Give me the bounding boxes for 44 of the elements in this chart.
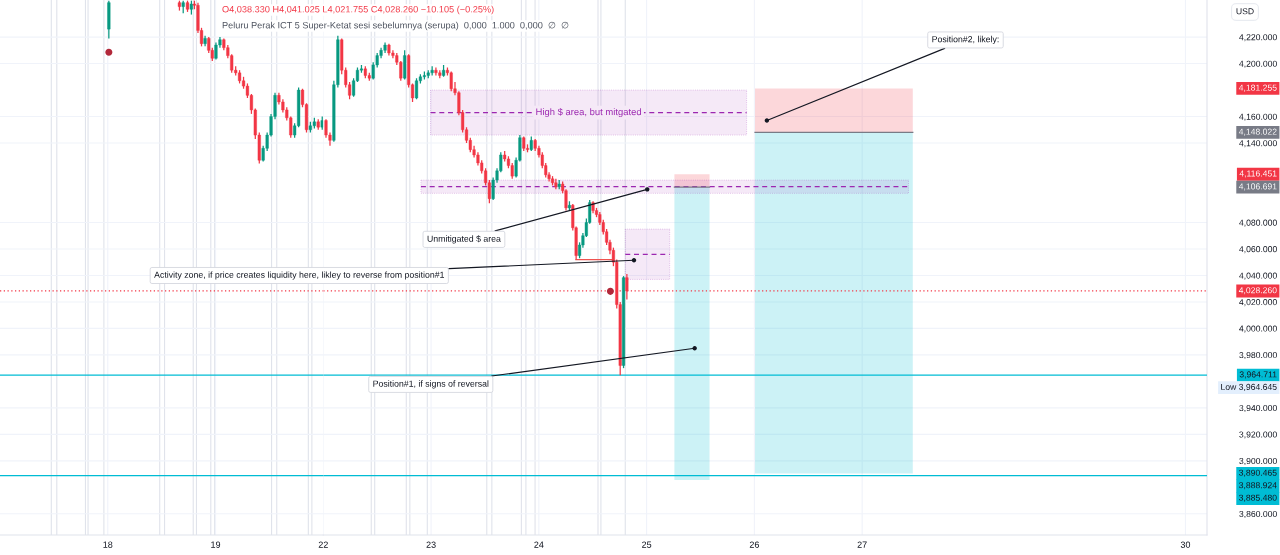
y-tick-label: 4,080.000 [1239,219,1277,227]
annotation: Unmitigated $ area [427,235,501,244]
y-tick-label: 3,860.000 [1239,510,1277,519]
annotation: Position#2, likely: [932,35,999,45]
x-tick-label: 22 [318,541,328,548]
x-tick-label: 19 [211,541,221,548]
text: 4,028.260 [1238,287,1277,295]
y-tick-label: 3,940.000 [1239,404,1277,413]
y-tick-label: 4,200.000 [1239,60,1277,68]
text: 3,964.711 [1239,371,1277,379]
text: 4,148.022 [1238,128,1277,136]
x-tick-label: 30 [1180,541,1191,548]
y-axis-title: USD [1236,8,1254,15]
y-tick-label: 4,060.000 [1239,246,1277,254]
x-tick-label: 23 [426,541,436,548]
x-tick-label: 26 [749,541,759,548]
annotation: Activity zone, if price creates liquidity here, likley to reverse from position#1 [154,271,445,280]
y-tick-label: 4,020.000 [1239,299,1277,307]
y-tick-label: 3,980.000 [1239,352,1277,360]
y-tick-label: 4,140.000 [1239,140,1277,148]
series-label: High $ area, but mitgated [536,108,641,118]
candlestick [403,49,407,81]
text: Low 3,964.645 [1221,383,1277,391]
text: 3,885.480 [1239,494,1277,502]
text: 3,890.465 [1239,469,1277,477]
text: Peluru Perak ICT 5 Super-Ketat sesi sebelumnya (serupa) 0,000 1.000 0,000 ∅ ∅ [222,21,569,31]
x-tick-label: 25 [642,541,652,548]
y-tick-label: 3,900.000 [1239,457,1277,466]
y-tick-label: 4,220.000 [1239,34,1277,42]
text: O4,038.330 H4,041.025 L4,021.755 C4,028.260 −10.105 (−0.25%) [222,5,494,15]
candlestick [430,65,434,77]
text: 4,116.451 [1239,170,1277,178]
x-tick-label: 27 [857,541,867,548]
text: 3,888.924 [1239,482,1277,490]
x-tick-label: 18 [103,541,113,548]
y-tick-label: 4,040.000 [1239,272,1277,280]
y-tick-label: 4,000.000 [1239,325,1277,333]
text: 4,181.255 [1238,84,1277,92]
annotation: Position#1, if signs of reversal [373,380,489,389]
y-tick-label: 3,920.000 [1239,431,1277,439]
y-tick-label: 4,160.000 [1239,113,1277,121]
x-tick-label: 24 [534,541,544,548]
candlestick [625,273,629,301]
text: 4,106.691 [1238,183,1277,191]
